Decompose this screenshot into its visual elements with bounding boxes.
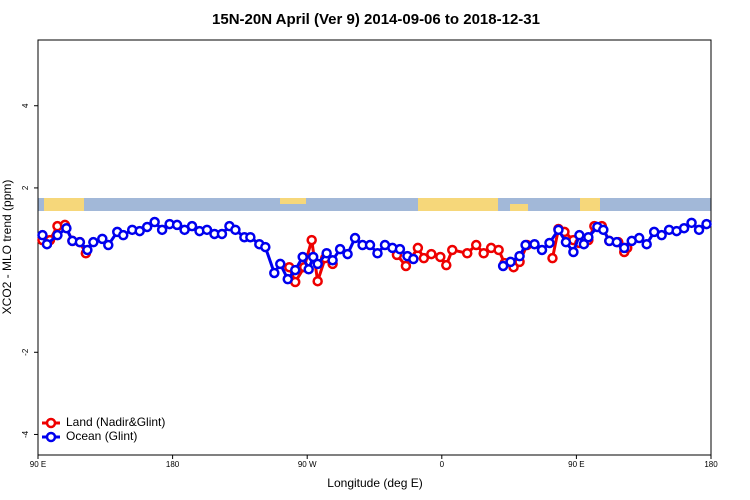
point	[82, 244, 93, 256]
y-tick-label: -4	[21, 430, 30, 438]
point	[306, 234, 317, 246]
point	[701, 218, 712, 230]
point	[598, 224, 609, 236]
point	[307, 251, 319, 263]
legend-marker	[45, 431, 57, 443]
point	[520, 239, 531, 251]
point	[364, 239, 376, 251]
legend: Land (Nadir&Glint) Ocean (Glint)	[42, 415, 165, 443]
point	[678, 222, 690, 234]
point	[426, 248, 437, 260]
map-strip	[38, 198, 711, 211]
y-tick-label: 4	[21, 103, 30, 108]
point	[693, 224, 705, 236]
point	[641, 238, 652, 250]
legend-label: Ocean (Glint)	[66, 429, 137, 443]
point	[560, 236, 572, 248]
point	[493, 244, 504, 256]
y-tick-label: -2	[21, 348, 30, 356]
point	[497, 260, 509, 272]
plot-frame	[37, 39, 712, 456]
legend-label: Land (Nadir&Glint)	[66, 415, 165, 429]
point	[141, 221, 153, 233]
point	[553, 224, 564, 236]
point	[342, 248, 353, 260]
point	[216, 228, 228, 240]
point	[289, 264, 301, 276]
point	[470, 239, 482, 251]
x-tick-label: 0	[440, 460, 445, 469]
point	[334, 243, 346, 255]
point	[156, 224, 168, 236]
point	[297, 251, 308, 263]
point	[41, 238, 53, 250]
point	[97, 233, 108, 245]
point	[514, 250, 525, 262]
point	[37, 229, 48, 241]
point	[269, 267, 280, 279]
point	[547, 252, 558, 264]
x-tick-label: 180	[704, 460, 718, 469]
point	[88, 236, 99, 248]
point	[61, 222, 72, 234]
point	[149, 216, 160, 228]
point	[260, 241, 271, 253]
point	[117, 229, 129, 241]
point	[201, 224, 213, 236]
point	[408, 253, 419, 265]
point	[656, 229, 667, 241]
x-tick-label: 180	[166, 460, 180, 469]
point	[103, 239, 114, 251]
point	[529, 238, 540, 250]
point	[686, 217, 697, 229]
point	[447, 244, 458, 256]
point	[412, 242, 424, 254]
point	[282, 273, 294, 285]
point	[505, 256, 516, 268]
x-axis-label: Longitude (deg E)	[327, 476, 422, 490]
point	[633, 232, 645, 244]
point	[400, 260, 412, 272]
point	[461, 248, 473, 259]
point	[536, 244, 548, 256]
point	[327, 254, 338, 266]
point	[349, 232, 361, 244]
point	[275, 258, 286, 270]
x-tick-label: 90 E	[568, 460, 584, 469]
point	[574, 229, 585, 241]
point	[478, 248, 489, 259]
chart-title: 15N-20N April (Ver 9) 2014-09-06 to 2018…	[212, 11, 540, 28]
point	[372, 248, 383, 259]
point	[52, 229, 63, 241]
point	[418, 252, 430, 264]
point	[186, 220, 198, 232]
point	[619, 242, 630, 254]
point	[435, 251, 446, 263]
point	[611, 236, 623, 248]
point	[583, 231, 594, 243]
point	[134, 225, 145, 237]
point	[394, 243, 406, 255]
point	[312, 258, 323, 270]
point	[441, 259, 452, 271]
point	[578, 238, 590, 250]
point	[321, 248, 332, 259]
point	[74, 236, 86, 248]
point	[544, 237, 555, 249]
point	[245, 231, 256, 243]
x-tick-label: 90 W	[298, 460, 317, 469]
point	[568, 246, 579, 258]
x-tick-label: 90 E	[30, 460, 46, 469]
y-axis-label: XCO2 - MLO trend (ppm)	[0, 180, 14, 315]
point	[230, 224, 241, 236]
point	[171, 219, 183, 231]
y-tick-label: 2	[21, 185, 30, 190]
point	[312, 275, 323, 287]
point	[303, 264, 314, 275]
legend-marker	[45, 417, 57, 429]
